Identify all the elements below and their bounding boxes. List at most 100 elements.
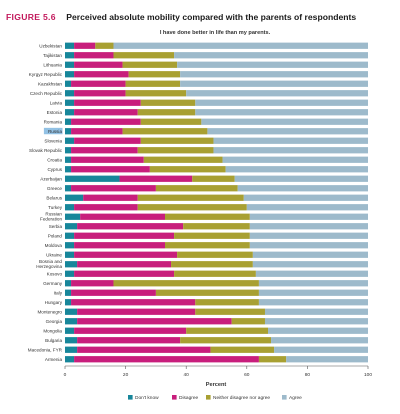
bar-germany-agree xyxy=(258,280,368,287)
category-label: Ukraine xyxy=(46,252,62,257)
bar-lithuania-neither-disagree-nor-agree xyxy=(122,61,178,68)
bar-bosnia-and-herzegovina-agree xyxy=(252,261,368,268)
legend-label-disagree: Disagree xyxy=(179,395,199,401)
bar-estonia-disagree xyxy=(74,109,138,116)
bar-kosovo-don-t-know xyxy=(65,270,75,277)
bar-kazakhstan-agree xyxy=(180,80,368,87)
category-label: Cyprus xyxy=(47,167,62,172)
bar-macedonia-fyr-don-t-know xyxy=(65,346,78,353)
category-label: Georgia xyxy=(46,319,63,324)
bar-greece-agree xyxy=(237,185,368,192)
bar-moldova-don-t-know xyxy=(65,242,75,249)
bar-estonia-don-t-know xyxy=(65,109,75,116)
bar-belarus-don-t-know xyxy=(65,194,84,201)
bar-greece-don-t-know xyxy=(65,185,72,192)
chart-subtitle: I have done better in life than my paren… xyxy=(160,30,271,36)
bar-slovak-republic-disagree xyxy=(71,147,138,154)
legend-swatch-agree xyxy=(282,395,287,400)
bar-tajikistan-disagree xyxy=(74,52,114,59)
bar-italy-neither-disagree-nor-agree xyxy=(155,289,259,296)
bar-czech-republic-don-t-know xyxy=(65,90,75,97)
bar-armenia-disagree xyxy=(74,356,259,363)
category-labels: Uzbekistan Tajikistan Lithuania Kyrgyz Repu… xyxy=(28,43,63,362)
bar-russia-don-t-know xyxy=(65,128,72,135)
bar-kosovo-neither-disagree-nor-agree xyxy=(174,270,256,277)
bar-slovak-republic-don-t-know xyxy=(65,147,72,154)
bar-armenia-neither-disagree-nor-agree xyxy=(258,356,287,363)
category-label: Poland xyxy=(48,233,63,238)
bar-moldova-disagree xyxy=(74,242,165,249)
bar-georgia-disagree xyxy=(77,318,232,325)
category-label: Russia xyxy=(48,129,62,134)
bar-latvia-disagree xyxy=(74,99,141,106)
bar-ukraine-agree xyxy=(252,251,368,258)
category-label: Kyrgyz Republic xyxy=(29,72,63,77)
category-label: Hungary xyxy=(45,300,63,305)
category-label: Tajikistan xyxy=(43,53,62,58)
category-label: Montenegro xyxy=(37,309,62,314)
category-label: Estonia xyxy=(47,110,63,115)
bar-kyrgyz-republic-don-t-know xyxy=(65,71,75,78)
bar-turkey-disagree xyxy=(74,204,138,211)
bar-russian-federation-don-t-know xyxy=(65,213,81,220)
bar-bulgaria-disagree xyxy=(77,337,181,344)
x-axis-label: Percent xyxy=(206,382,227,388)
bar-kosovo-agree xyxy=(255,270,368,277)
category-label: Bosnia and Herzegovina xyxy=(36,259,62,269)
bar-italy-don-t-know xyxy=(65,289,72,296)
bar-macedonia-fyr-agree xyxy=(274,346,368,353)
figure-number: FIGURE 5.6 xyxy=(6,12,56,22)
bar-ukraine-disagree xyxy=(74,251,178,258)
bar-latvia-agree xyxy=(195,99,368,106)
bar-cyprus-don-t-know xyxy=(65,166,72,173)
bar-russia-agree xyxy=(207,128,368,135)
bar-belarus-neither-disagree-nor-agree xyxy=(137,194,244,201)
bar-croatia-don-t-know xyxy=(65,156,72,163)
bar-mongolia-don-t-know xyxy=(65,327,75,334)
category-label: Belarus xyxy=(46,195,62,200)
bar-poland-agree xyxy=(249,232,368,239)
category-label: Croatia xyxy=(47,157,62,162)
bar-latvia-neither-disagree-nor-agree xyxy=(140,99,196,106)
legend-label-neither-disagree-nor-agree: Neither disagree nor agree xyxy=(213,395,270,401)
category-label: Armenia xyxy=(45,357,63,362)
bar-turkey-agree xyxy=(246,204,368,211)
category-label: Greece xyxy=(47,186,63,191)
bar-belarus-agree xyxy=(243,194,368,201)
bar-macedonia-fyr-neither-disagree-nor-agree xyxy=(210,346,275,353)
bar-germany-don-t-know xyxy=(65,280,72,287)
bar-armenia-agree xyxy=(286,356,368,363)
category-label: Turkey xyxy=(48,205,63,210)
bar-tajikistan-agree xyxy=(174,52,368,59)
bar-poland-don-t-know xyxy=(65,232,75,239)
bar-bosnia-and-herzegovina-disagree xyxy=(77,261,172,268)
bar-czech-republic-neither-disagree-nor-agree xyxy=(125,90,187,97)
bar-kazakhstan-neither-disagree-nor-agree xyxy=(125,80,181,87)
bar-slovenia-agree xyxy=(213,137,368,144)
bar-slovak-republic-agree xyxy=(213,147,368,154)
bars-layer xyxy=(65,42,368,363)
bar-hungary-agree xyxy=(258,299,368,306)
bar-ukraine-don-t-know xyxy=(65,251,75,258)
x-tick-label: 100 xyxy=(364,372,372,378)
bar-moldova-neither-disagree-nor-agree xyxy=(164,242,250,249)
category-label: Kosovo xyxy=(47,271,63,276)
bar-kazakhstan-don-t-know xyxy=(65,80,72,87)
bar-estonia-agree xyxy=(195,109,368,116)
bar-hungary-disagree xyxy=(71,299,196,306)
legend-swatch-neither-disagree-nor-agree xyxy=(206,395,211,400)
bar-czech-republic-agree xyxy=(186,90,368,97)
bar-tajikistan-don-t-know xyxy=(65,52,75,59)
bar-slovenia-don-t-know xyxy=(65,137,75,144)
bar-uzbekistan-agree xyxy=(113,42,368,49)
category-label: Germany xyxy=(43,281,63,286)
bar-serbia-disagree xyxy=(77,223,184,230)
bar-cyprus-neither-disagree-nor-agree xyxy=(149,166,226,173)
category-label: Italy xyxy=(54,290,63,295)
legend-label-agree: Agree xyxy=(289,395,302,401)
bar-macedonia-fyr-disagree xyxy=(77,346,211,353)
bar-russian-federation-agree xyxy=(249,213,368,220)
bar-germany-disagree xyxy=(71,280,114,287)
bar-russia-disagree xyxy=(71,128,123,135)
legend: Don't know Disagree Neither disagree nor a… xyxy=(128,395,302,401)
